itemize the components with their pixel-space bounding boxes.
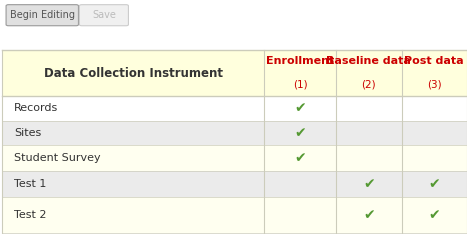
Text: ✔: ✔ [363, 177, 375, 191]
Text: Test 2: Test 2 [14, 210, 47, 220]
Text: (1): (1) [293, 80, 307, 90]
Bar [2, 171, 467, 197]
Bar [2, 197, 467, 233]
Bar [2, 145, 467, 171]
Text: ✔: ✔ [294, 101, 306, 115]
Text: Save: Save [92, 10, 116, 20]
Text: Enrollment: Enrollment [266, 56, 334, 66]
Bar [2, 50, 467, 96]
Text: ✔: ✔ [294, 151, 306, 165]
Text: ✔: ✔ [294, 126, 306, 140]
Text: Baseline data: Baseline data [326, 56, 411, 66]
Bar [2, 96, 467, 121]
Text: Student Survey: Student Survey [14, 153, 100, 163]
Text: ✔: ✔ [429, 208, 440, 222]
Text: ✔: ✔ [429, 177, 440, 191]
Text: Test 1: Test 1 [14, 179, 46, 189]
FancyBboxPatch shape [6, 5, 78, 26]
Text: Begin Editing: Begin Editing [10, 10, 75, 20]
Text: Sites: Sites [14, 128, 41, 138]
Bar [2, 121, 467, 145]
Text: Data Collection Instrument: Data Collection Instrument [43, 67, 223, 80]
Text: Records: Records [14, 103, 58, 113]
Text: (3): (3) [427, 80, 442, 90]
Text: ✔: ✔ [363, 208, 375, 222]
Text: (2): (2) [361, 80, 376, 90]
FancyBboxPatch shape [79, 5, 128, 26]
Text: Post data: Post data [404, 56, 464, 66]
